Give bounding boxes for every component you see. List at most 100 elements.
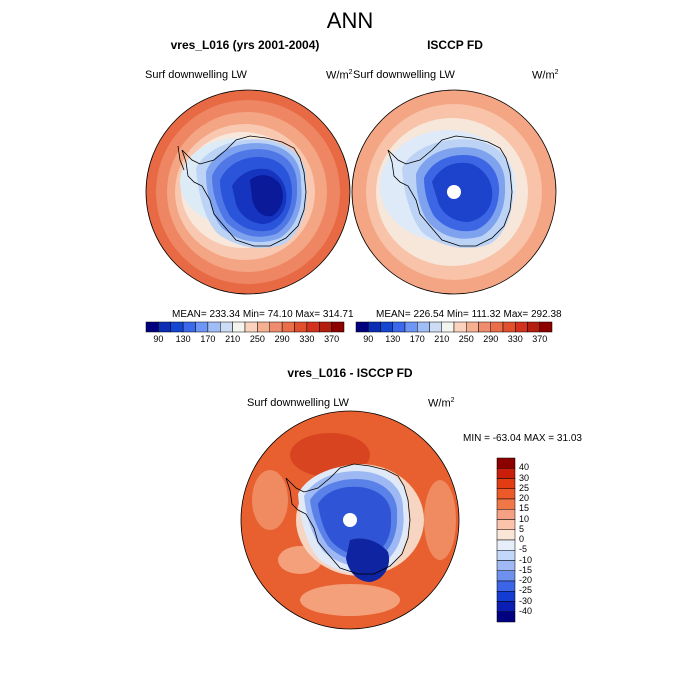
panel-2-colorbar-swatch — [441, 321, 455, 333]
panel-3-colorbar-swatch — [496, 539, 516, 551]
panel-3-colorbar-swatch — [496, 519, 516, 530]
panel-2-colorbar-swatch — [502, 321, 516, 333]
panel-2-colorbar-swatch — [368, 321, 381, 333]
panel-1-colorbar-swatch — [257, 321, 270, 333]
panel-3-colorbar-tick-label: -40 — [519, 605, 533, 616]
panel-2-colorbar-swatch — [380, 321, 393, 333]
panel-1-colorbar-tick-label: 290 — [274, 334, 290, 344]
panel-2-colorbar-swatch — [539, 321, 553, 333]
panel-3-colorbar-swatch — [496, 591, 516, 602]
panel-1-colorbar-tick-label: 250 — [249, 334, 265, 344]
panel-3-colorbar-swatch — [496, 570, 516, 582]
panel-3-title: vres_L016 - ISCCP FD — [287, 366, 413, 380]
panel-1-colorbar-swatch — [331, 321, 345, 333]
panel-3-colorbar-tick-label: -25 — [519, 585, 533, 596]
panel-1-colorbar-swatch — [195, 321, 209, 333]
panel-3-colorbar-tick-label: 20 — [519, 493, 530, 503]
panel-2-variable-label: Surf downwelling LW — [353, 69, 455, 81]
panel-1-colorbar-swatch — [220, 321, 233, 333]
panel-1-colorbar-tick-label: 330 — [299, 334, 315, 344]
panel-2-colorbar — [355, 321, 553, 333]
panel-3-colorbar-swatch — [496, 580, 516, 592]
panel-2-colorbar-tick-label: 210 — [434, 334, 450, 344]
panel-3-colorbar-tick-label: 15 — [519, 503, 530, 514]
panel-3-colorbar-swatch — [496, 560, 516, 571]
panel-1-colorbar-swatch — [182, 321, 196, 333]
panel-2-colorbar-swatch — [355, 321, 369, 333]
panel-2-title: ISCCP FD — [427, 38, 483, 52]
panel-1-colorbar-swatch — [319, 321, 332, 333]
panel-1-colorbar-tick-label: 370 — [324, 334, 340, 344]
panel-3-colorbar — [496, 457, 516, 623]
panel-3-variable-label: Surf downwelling LW — [247, 397, 349, 409]
panel-2-map — [352, 90, 556, 294]
panel-1-colorbar-swatch — [281, 321, 295, 333]
panel-3-colorbar-swatch — [496, 498, 516, 510]
panel-1-colorbar-tick-label: 130 — [175, 334, 191, 344]
panel-1-map-border — [145, 89, 351, 295]
panel-2-map-border — [351, 89, 557, 295]
panel-1-stats: MEAN= 233.34 Min= 74.10 Max= 314.71 — [172, 309, 354, 320]
panel-1-colorbar-swatch — [306, 321, 320, 333]
panel-2-colorbar-swatch — [490, 321, 504, 333]
panel-1-colorbar-tick-label: 90 — [153, 334, 164, 344]
panel-1-colorbar-swatch — [145, 321, 159, 333]
panel-1-title: vres_L016 (yrs 2001-2004) — [170, 38, 320, 52]
panel-3-colorbar-tick-label: -15 — [519, 564, 533, 575]
panel-3-colorbar-swatch — [496, 468, 516, 479]
panel-1-map — [146, 90, 350, 294]
panel-1-colorbar-swatch — [158, 321, 171, 333]
panel-2-stats: MEAN= 226.54 Min= 111.32 Max= 292.38 — [376, 309, 562, 320]
panel-2-colorbar-swatch — [404, 321, 418, 333]
panel-2-colorbar-swatch — [429, 321, 442, 333]
panel-1-colorbar-swatch — [244, 321, 258, 333]
panel-3-colorbar-tick-label: -30 — [519, 595, 533, 606]
panel-3-colorbar-tick-label: -20 — [519, 575, 533, 585]
panel-2-colorbar-swatch — [417, 321, 430, 333]
panel-1-colorbar-tick-label: 210 — [225, 334, 241, 344]
panel-3-units: W/m2 — [428, 397, 455, 410]
panel-3-colorbar-tick-label: -10 — [519, 554, 533, 565]
panel-3-colorbar-swatch — [496, 509, 516, 520]
panel-2-colorbar-swatch — [392, 321, 406, 333]
figure-title: ANN — [326, 8, 374, 33]
panel-3-colorbar-swatch — [496, 601, 516, 612]
panel-2-colorbar-swatch — [515, 321, 528, 333]
panel-2-colorbar-tick-label: 250 — [458, 334, 474, 344]
panel-2-colorbar-tick-label: 90 — [363, 334, 374, 344]
panel-3-map — [241, 411, 459, 629]
panel-2-colorbar-swatch — [453, 321, 467, 333]
panel-3-stats: MIN = -63.04 MAX = 31.03 — [463, 433, 582, 444]
panel-3-colorbar-swatch — [496, 611, 516, 623]
panel-2-colorbar-swatch — [466, 321, 479, 333]
panel-2-units: W/m2 — [532, 69, 559, 82]
panel-1-colorbar-swatch — [294, 321, 308, 333]
panel-2-colorbar-tick-label: 170 — [409, 334, 425, 344]
panel-1-variable-label: Surf downwelling LW — [145, 69, 247, 81]
panel-2-colorbar-swatch — [527, 321, 540, 333]
panel-1-units: W/m2 — [326, 69, 353, 82]
panel-3-colorbar-swatch — [496, 488, 516, 500]
panel-1-colorbar-tick-label: 170 — [200, 334, 216, 344]
panel-1-colorbar-swatch — [207, 321, 221, 333]
panel-3-colorbar-tick-label: -5 — [519, 544, 528, 555]
panel-3-colorbar-swatch — [496, 529, 516, 541]
panel-3-colorbar-tick-label: 25 — [519, 482, 530, 493]
panel-3-colorbar-tick-label: 30 — [519, 472, 530, 483]
panel-3-colorbar-swatch — [496, 478, 516, 489]
panel-3-colorbar-tick-label: 0 — [519, 534, 525, 544]
panel-3-colorbar-swatch — [496, 550, 516, 561]
panel-2-colorbar-tick-label: 370 — [532, 334, 548, 344]
panel-1-colorbar — [145, 321, 345, 333]
panel-3-colorbar-tick-label: 40 — [519, 462, 530, 473]
panel-2-colorbar-tick-label: 290 — [483, 334, 499, 344]
panel-2-colorbar-swatch — [478, 321, 491, 333]
panel-3-colorbar-swatch — [496, 457, 516, 469]
panel-1-colorbar-swatch — [269, 321, 283, 333]
panel-2-colorbar-tick-label: 330 — [507, 334, 523, 344]
panel-3-map-border — [240, 410, 460, 630]
panel-1-colorbar-swatch — [232, 321, 246, 333]
panel-3-colorbar-tick-label: 10 — [519, 513, 530, 524]
panel-1-colorbar-swatch — [170, 321, 184, 333]
